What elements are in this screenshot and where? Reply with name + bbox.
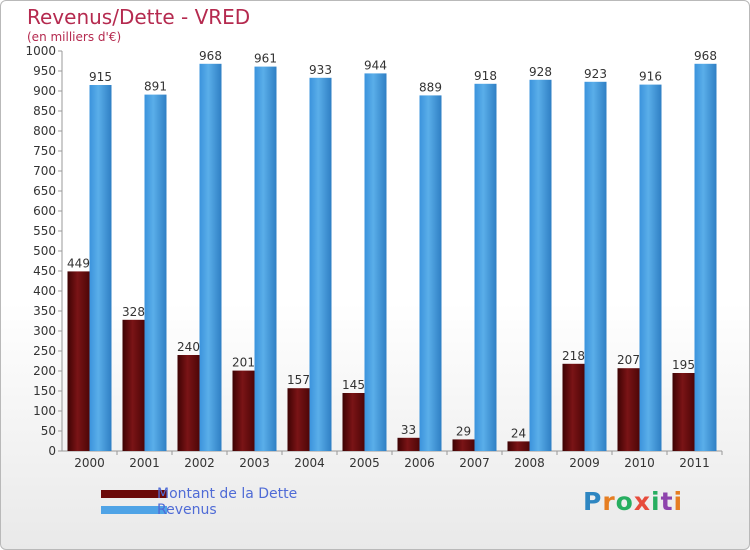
y-tick-label: 350 — [33, 304, 56, 318]
data-label-debt: 201 — [232, 356, 255, 370]
x-tick-label: 2004 — [294, 456, 325, 470]
bar-debt — [232, 370, 255, 451]
x-tick-label: 2011 — [679, 456, 710, 470]
x-tick-label: 2007 — [459, 456, 490, 470]
data-label-revenus: 928 — [529, 65, 552, 79]
legend-label-revenus: Revenus — [157, 502, 217, 518]
data-label-debt: 207 — [617, 353, 640, 367]
bar-debt — [617, 368, 640, 451]
logo-letter: i — [673, 487, 684, 516]
data-label-revenus: 944 — [364, 58, 387, 72]
data-label-revenus: 923 — [584, 67, 607, 81]
bar-revenus — [529, 79, 552, 452]
chart-title: Revenus/Dette - VRED — [27, 5, 251, 29]
x-tick-label: 2008 — [514, 456, 545, 470]
y-tick-label: 50 — [41, 424, 56, 438]
x-tick-label: 2010 — [624, 456, 655, 470]
bar-debt — [67, 271, 90, 451]
bar-revenus — [89, 85, 112, 451]
bar-revenus — [694, 63, 717, 452]
data-label-revenus: 891 — [144, 80, 167, 94]
logo-letter: x — [633, 487, 651, 516]
data-label-revenus: 915 — [89, 70, 112, 84]
y-tick-label: 200 — [33, 364, 56, 378]
data-label-debt: 145 — [342, 378, 365, 392]
bar-debt — [562, 363, 585, 451]
logo-letter: P — [583, 487, 603, 516]
proxiti-logo: Proxiti — [583, 487, 683, 516]
bar-debt — [122, 319, 145, 451]
data-label-debt: 328 — [122, 305, 145, 319]
legend-swatch-debt — [101, 490, 167, 498]
data-label-revenus: 933 — [309, 63, 332, 77]
bar-debt — [672, 373, 695, 451]
bar-revenus — [254, 66, 277, 451]
legend-swatch-revenus — [101, 506, 167, 514]
data-label-debt: 240 — [177, 340, 200, 354]
y-tick-label: 1000 — [25, 44, 56, 58]
x-tick-label: 2003 — [239, 456, 270, 470]
chart-subtitle: (en milliers d'€) — [27, 30, 122, 44]
bar-revenus — [309, 77, 332, 452]
y-tick-label: 800 — [33, 124, 56, 138]
y-tick-label: 600 — [33, 204, 56, 218]
y-tick-label: 900 — [33, 84, 56, 98]
y-tick-label: 700 — [33, 164, 56, 178]
x-tick-label: 2005 — [349, 456, 380, 470]
y-tick-label: 300 — [33, 324, 56, 338]
logo-letter: r — [602, 487, 616, 516]
y-tick-label: 450 — [33, 264, 56, 278]
x-tick-label: 2001 — [129, 456, 160, 470]
data-label-revenus: 961 — [254, 52, 277, 66]
data-label-revenus: 916 — [639, 70, 662, 84]
y-tick-label: 0 — [48, 444, 56, 458]
data-label-revenus: 889 — [419, 80, 442, 94]
bar-debt — [287, 388, 310, 451]
logo-letter: o — [615, 487, 634, 516]
bar-revenus — [584, 81, 607, 452]
y-tick-label: 650 — [33, 184, 56, 198]
logo-letter: t — [660, 487, 674, 516]
y-tick-label: 150 — [33, 384, 56, 398]
data-label-debt: 29 — [456, 424, 471, 438]
bar-revenus — [419, 95, 442, 452]
y-tick-label: 500 — [33, 244, 56, 258]
y-tick-label: 750 — [33, 144, 56, 158]
legend-label-debt: Montant de la Dette — [157, 486, 298, 502]
logo-letter: i — [651, 487, 661, 516]
bar-debt — [397, 437, 420, 451]
data-label-debt: 195 — [672, 358, 695, 372]
data-label-debt: 33 — [401, 423, 416, 437]
bar-debt — [507, 441, 530, 451]
x-tick-label: 2000 — [74, 456, 105, 470]
y-tick-label: 850 — [33, 104, 56, 118]
y-tick-label: 950 — [33, 64, 56, 78]
data-label-revenus: 918 — [474, 69, 497, 83]
bar-revenus — [474, 83, 497, 452]
bar-debt — [177, 355, 200, 451]
data-label-revenus: 968 — [694, 49, 717, 63]
bar-revenus — [144, 94, 167, 451]
y-tick-label: 550 — [33, 224, 56, 238]
data-label-debt: 218 — [562, 349, 585, 363]
bar-debt — [452, 439, 475, 451]
x-tick-label: 2009 — [569, 456, 600, 470]
data-label-revenus: 968 — [199, 49, 222, 63]
bar-revenus — [639, 84, 662, 451]
x-tick-label: 2006 — [404, 456, 435, 470]
y-tick-label: 100 — [33, 404, 56, 418]
bar-debt — [342, 393, 365, 451]
data-label-debt: 449 — [67, 256, 90, 270]
data-label-debt: 157 — [287, 373, 310, 387]
x-tick-label: 2002 — [184, 456, 215, 470]
bar-revenus — [364, 73, 387, 452]
data-label-debt: 24 — [511, 426, 526, 440]
y-tick-label: 400 — [33, 284, 56, 298]
y-tick-label: 250 — [33, 344, 56, 358]
bar-revenus — [199, 63, 222, 452]
